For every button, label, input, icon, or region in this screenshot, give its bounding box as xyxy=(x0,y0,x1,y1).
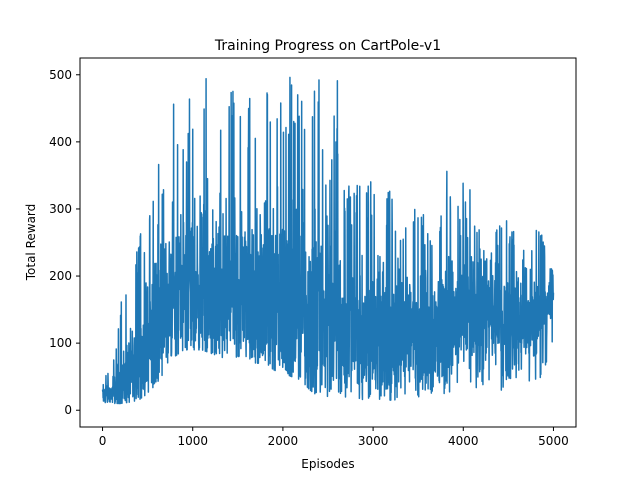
x-tick-label: 1000 xyxy=(177,434,208,448)
y-tick-label: 500 xyxy=(49,68,72,82)
x-tick-label: 5000 xyxy=(538,434,569,448)
x-tick-label: 2000 xyxy=(268,434,299,448)
y-axis: 0 100 200 300 400 500 xyxy=(49,68,80,417)
y-tick-label: 100 xyxy=(49,336,72,350)
x-tick-label: 3000 xyxy=(358,434,389,448)
y-axis-label: Total Reward xyxy=(24,204,38,282)
y-tick-label: 200 xyxy=(49,269,72,283)
chart-title: Training Progress on CartPole-v1 xyxy=(214,38,441,54)
x-tick-label: 4000 xyxy=(448,434,479,448)
x-axis: 0 1000 2000 3000 4000 5000 xyxy=(99,427,569,448)
series-area xyxy=(101,76,555,405)
x-axis-label: Episodes xyxy=(301,457,354,471)
series-line xyxy=(101,76,555,405)
plot-frame xyxy=(79,57,577,428)
y-tick-label: 400 xyxy=(49,135,72,149)
y-tick-label: 0 xyxy=(64,403,72,417)
x-tick-label: 0 xyxy=(99,434,107,448)
y-tick-label: 300 xyxy=(49,202,72,216)
